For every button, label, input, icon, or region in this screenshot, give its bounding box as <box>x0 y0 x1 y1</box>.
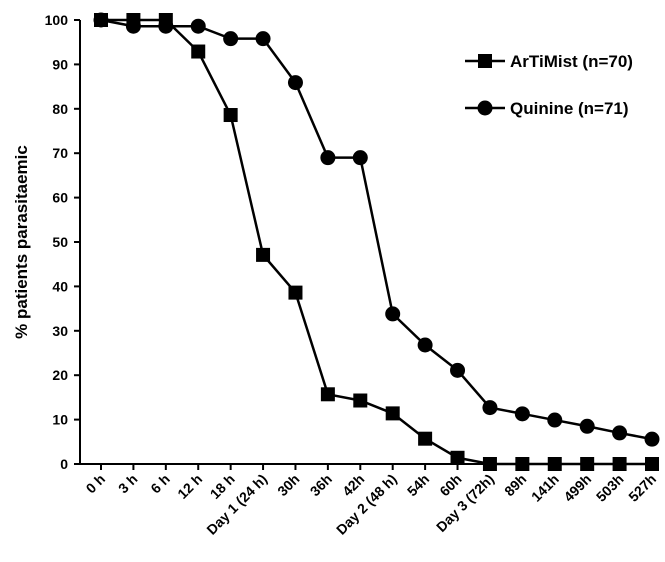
data-point <box>482 457 497 471</box>
data-point <box>320 150 336 166</box>
data-point <box>385 406 400 421</box>
data-point <box>612 457 627 471</box>
x-tick-label: 6 h <box>147 471 173 497</box>
legend: ArTiMist (n=70) Quinine (n=71) <box>465 52 633 118</box>
legend-label: Quinine (n=71) <box>510 99 629 118</box>
data-point <box>223 31 239 47</box>
x-tick-label: 499h <box>560 471 594 505</box>
y-tick-label: 10 <box>52 412 68 428</box>
x-tick-label: 36h <box>307 471 335 499</box>
legend-marker <box>477 100 493 116</box>
series-line <box>101 18 652 466</box>
x-tick-label: Day 1 (24 h) <box>203 471 270 538</box>
series-layer <box>93 12 660 471</box>
data-point <box>352 150 368 166</box>
x-tick-label: 12 h <box>174 471 205 502</box>
y-tick-label: 60 <box>52 190 68 206</box>
data-point <box>482 400 498 416</box>
data-point <box>93 12 109 28</box>
x-tick-label: 3 h <box>115 471 141 497</box>
x-tick-label: 30h <box>274 471 302 499</box>
x-tick-label: 141h <box>528 471 562 505</box>
data-point <box>125 18 141 34</box>
y-tick-label: 30 <box>52 323 68 339</box>
y-tick-label: 50 <box>52 234 68 250</box>
y-tick-label: 70 <box>52 145 68 161</box>
y-axis-title: % patients parasitaemic <box>12 145 31 339</box>
series-line <box>100 18 653 441</box>
y-tick-label: 0 <box>60 456 68 472</box>
data-point <box>418 431 433 446</box>
data-point <box>579 418 595 434</box>
data-point <box>255 31 271 47</box>
x-tick-label: 89h <box>501 471 529 499</box>
y-axis: 0 10 20 30 40 50 60 70 80 90 100 <box>45 12 81 472</box>
y-tick-label: 100 <box>45 12 69 28</box>
x-tick-label: 527h <box>625 471 659 505</box>
x-tick-label: 54h <box>404 471 432 499</box>
x-tick-label: 0 h <box>82 471 108 497</box>
data-point <box>287 75 303 91</box>
data-point <box>644 431 660 447</box>
legend-marker <box>478 54 492 68</box>
data-point <box>158 18 174 34</box>
data-point <box>450 450 465 465</box>
data-point <box>288 285 303 300</box>
data-point <box>612 425 628 441</box>
x-tick-label: 503h <box>593 471 627 505</box>
data-point <box>256 247 271 262</box>
data-point <box>514 406 530 422</box>
y-tick-label: 40 <box>52 278 68 294</box>
data-point <box>223 108 238 123</box>
y-tick-label: 90 <box>52 56 68 72</box>
y-tick-label: 80 <box>52 101 68 117</box>
data-point <box>450 362 466 378</box>
data-point <box>547 457 562 471</box>
legend-item: ArTiMist (n=70) <box>465 52 633 71</box>
y-tick-label: 20 <box>52 367 68 383</box>
series-1 <box>93 12 660 447</box>
series-0 <box>94 13 659 471</box>
data-point <box>580 457 595 471</box>
data-point <box>320 387 335 402</box>
data-point <box>385 306 401 322</box>
legend-label: ArTiMist (n=70) <box>510 52 633 71</box>
data-point <box>547 412 563 428</box>
data-point <box>645 457 659 471</box>
x-tick-label: Day 2 (48 h) <box>333 471 400 538</box>
data-point <box>353 393 368 408</box>
data-point <box>417 337 433 353</box>
data-point <box>191 44 206 59</box>
data-point <box>190 18 206 34</box>
legend-item: Quinine (n=71) <box>465 99 629 118</box>
data-point <box>515 457 530 471</box>
